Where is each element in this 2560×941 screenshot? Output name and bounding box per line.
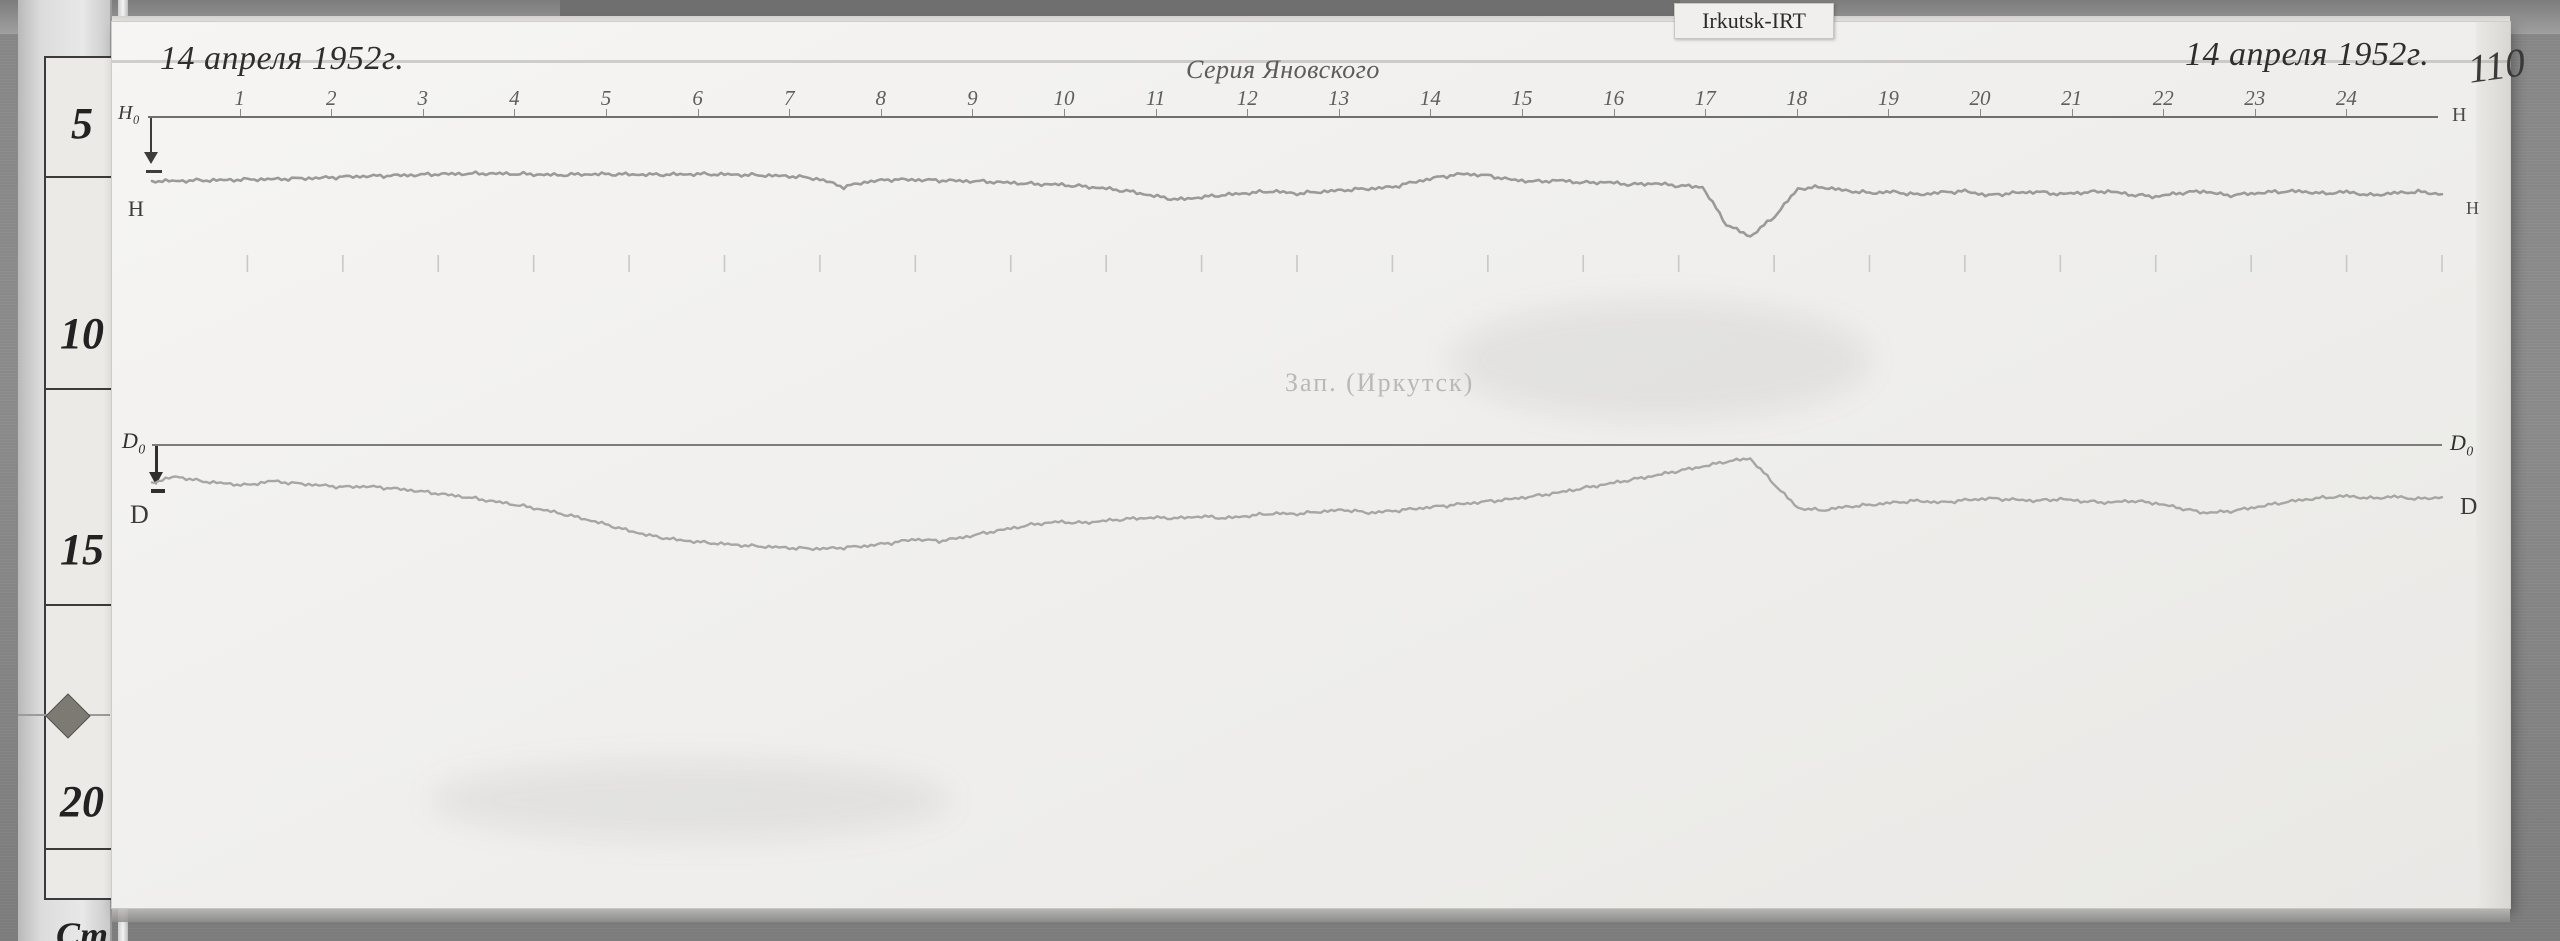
hour-tick — [1247, 109, 1249, 116]
hour-tick — [1980, 109, 1981, 116]
hour-label-22: 22 — [2152, 86, 2174, 110]
date-label-left: 14 апреля 1952г. — [160, 40, 405, 77]
hour-label-2: 2 — [325, 86, 337, 110]
hour-tick — [1338, 109, 1340, 116]
sheet-right-edge — [2476, 22, 2510, 908]
paper-smudge — [430, 760, 950, 840]
hour-tick — [1155, 109, 1157, 116]
hour-tick — [239, 109, 241, 116]
hour-label-7: 7 — [783, 86, 795, 110]
h-baseline-arrow-dash — [146, 170, 162, 173]
magnetogram-sheet — [112, 22, 2510, 908]
sheet-fold-crease — [112, 60, 2510, 63]
hour-label-9: 9 — [967, 86, 978, 110]
h-trace-label-left: H — [128, 196, 144, 221]
hour-label-21: 21 — [2061, 86, 2083, 110]
ruler-mark-20: 20 — [60, 777, 104, 826]
ruler-divider — [46, 388, 118, 390]
hour-label-23: 23 — [2244, 86, 2266, 110]
hour-label-20: 20 — [1969, 86, 1991, 110]
hour-tick — [422, 109, 424, 116]
hour-label-10: 10 — [1053, 86, 1075, 110]
hour-tick — [880, 109, 882, 116]
hour-label-5: 5 — [600, 86, 612, 110]
ruler-unit-label: Cm — [55, 915, 108, 941]
hour-label-12: 12 — [1236, 86, 1258, 110]
ruler-divider — [46, 604, 118, 606]
paper-smudge — [1450, 300, 1870, 420]
hour-label-13: 13 — [1328, 86, 1350, 110]
d-trace-label-left: D — [130, 500, 149, 529]
ruler-divider — [46, 848, 118, 850]
hour-label-11: 11 — [1145, 86, 1166, 110]
hour-label-3: 3 — [417, 86, 429, 110]
hour-tick — [697, 109, 699, 116]
series-label: Серия Яновского — [1186, 55, 1380, 84]
hour-tick — [514, 109, 516, 116]
hour-tick — [2254, 109, 2256, 116]
station-sticker: Irkutsk-IRT — [1674, 3, 1834, 39]
hour-label-15: 15 — [1511, 86, 1533, 110]
hour-tick — [1613, 109, 1615, 116]
hour-label-6: 6 — [692, 86, 703, 110]
hour-label-24: 24 — [2335, 86, 2357, 110]
hour-tick — [789, 109, 791, 116]
h-baseline-arrow-head — [144, 152, 158, 164]
h-trace-label-right: H — [2466, 198, 2479, 218]
hour-axis-end-label: Н — [2452, 104, 2467, 126]
hour-tick — [606, 109, 607, 116]
sheet-top-edge — [112, 16, 2510, 24]
hour-tick — [331, 109, 333, 116]
hour-label-18: 18 — [1786, 86, 1808, 110]
hour-tick — [2163, 109, 2165, 116]
hour-tick — [2346, 109, 2348, 116]
ruler-divider — [46, 176, 118, 178]
hour-tick — [1796, 109, 1798, 116]
d-baseline-label-left: D0 — [122, 428, 146, 457]
hour-tick — [1430, 109, 1432, 116]
hour-axis: 1 2 3 4 5 6 7 8 9 10 11 12 13 14 15 16 17 18 19 20 21 22 23 24 — [148, 86, 2438, 118]
h-baseline-label: H0 — [118, 102, 140, 127]
ruler-card: 5 10 15 20 Cm — [44, 56, 120, 941]
hour-label-16: 16 — [1603, 86, 1625, 110]
d-baseline — [152, 444, 2442, 446]
d-trace-label-right: D — [2460, 494, 2478, 520]
hour-tick — [1522, 109, 1523, 116]
hour-label-14: 14 — [1419, 86, 1441, 110]
ruler-mark-5: 5 — [71, 99, 93, 148]
hour-tick — [972, 109, 974, 116]
hour-tick — [1705, 109, 1707, 116]
hour-tick — [1064, 109, 1065, 116]
ruler-mark-10: 10 — [60, 309, 104, 358]
d-baseline-arrow-head — [149, 472, 163, 485]
d-baseline-arrow-dash — [151, 489, 165, 493]
ruler-column: 5 10 15 20 Cm — [18, 0, 128, 941]
d-baseline-label-right: D0 — [2450, 430, 2474, 459]
hour-label-8: 8 — [875, 86, 887, 110]
hour-label-19: 19 — [1877, 86, 1899, 110]
hour-tick — [2071, 109, 2073, 116]
sheet-bottom-shadow — [112, 908, 2510, 922]
ruler-mark-15: 15 — [60, 525, 104, 574]
station-note: Зап. (Иркутск) — [1285, 368, 1475, 397]
h-baseline-arrow-shaft — [150, 118, 152, 160]
hour-label-17: 17 — [1694, 86, 1716, 110]
page-number: 110 — [2465, 39, 2528, 92]
hour-tick — [1888, 109, 1890, 116]
date-label-right: 14 апреля 1952г. — [2185, 36, 2430, 73]
hour-label-4: 4 — [509, 86, 520, 110]
hour-label-1: 1 — [234, 86, 245, 110]
